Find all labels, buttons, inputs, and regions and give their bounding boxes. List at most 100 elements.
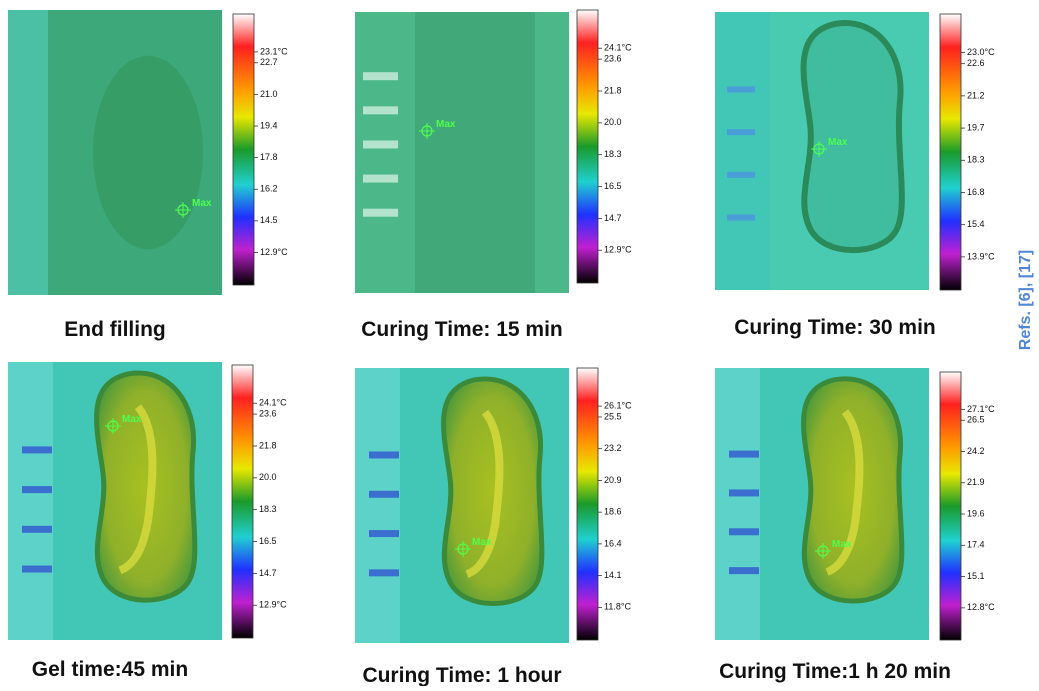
image-dash: [369, 569, 399, 576]
image-dash: [22, 526, 52, 533]
scale-label: 12.9°C: [259, 600, 287, 610]
image-dash: [22, 566, 52, 573]
max-label: Max: [122, 414, 142, 425]
scale-label: 27.1°C: [967, 404, 995, 414]
scale-label: 11.8°C: [604, 602, 631, 612]
image-dash: [729, 567, 759, 574]
image-dash: [369, 530, 399, 537]
scale-label: 18.3: [604, 149, 622, 159]
image-dash: [22, 486, 52, 493]
image-dash: [363, 175, 398, 183]
scale-label: 16.5: [259, 536, 277, 546]
image-region: [8, 10, 48, 295]
image-dash: [727, 129, 755, 135]
thermal-image: Max: [715, 12, 929, 290]
panel-caption: End filling: [64, 318, 165, 341]
scale-label: 16.2: [260, 184, 278, 194]
scale-label: 20.0: [604, 117, 622, 127]
thermal-image: Max: [8, 362, 222, 640]
scale-label: 19.7: [967, 122, 985, 132]
thermal-panel: Max 27.1°C26.5 24.2 21.9 19.6 17.4 15.1 12.8°C C…: [715, 368, 995, 683]
scale-label: 12.9°C: [260, 247, 288, 257]
panel-caption: Curing Time: 1 hour: [362, 664, 561, 686]
image-kidney: [97, 373, 195, 600]
image-dash: [727, 86, 755, 92]
image-outline: [804, 23, 902, 250]
color-bar: [232, 365, 253, 638]
scale-label: 15.1: [967, 571, 985, 581]
scale-label: 26.5: [967, 415, 985, 425]
thermal-image: Max: [715, 368, 929, 640]
scale-label: 24.1°C: [604, 43, 632, 53]
image-dash: [22, 446, 52, 453]
scale-label: 21.2: [967, 90, 985, 100]
scale-label: 23.6: [259, 409, 277, 419]
image-kidney: [444, 379, 542, 604]
scale-label: 22.7: [260, 57, 278, 67]
image-dash: [369, 491, 399, 498]
color-bar: [577, 10, 598, 283]
image-dash: [363, 72, 398, 80]
scale-label: 24.2: [967, 446, 985, 456]
color-bar: [940, 14, 961, 290]
scale-label: 15.4: [967, 219, 985, 229]
color-bar: [233, 14, 254, 285]
side-note: Refs. [6], [17]: [1017, 250, 1034, 350]
image-dash: [363, 106, 398, 114]
scale-label: 18.3: [967, 155, 985, 165]
image-dash: [363, 209, 398, 217]
figure: Refs. [6], [17] Max 23.1°C22.7 21.0 19.4 17.…: [0, 0, 1039, 686]
scale-label: 26.1°C: [604, 400, 632, 410]
image-region: [93, 56, 203, 249]
scale-label: 17.4: [967, 540, 985, 550]
scale-label: 25.5: [604, 411, 622, 421]
scale-label: 21.9: [967, 477, 985, 487]
thermal-panel: Max23.0°C22.621.219.718.316.815.413.9°CC…: [715, 12, 995, 339]
thermal-panel: Max 26.1°C25.5 23.2 20.9 18.6 16.4 14.1 11.8°C C…: [355, 368, 632, 686]
max-label: Max: [828, 137, 848, 148]
scale-label: 23.1°C: [260, 46, 288, 56]
scale-label: 23.6: [604, 54, 622, 64]
scale-label: 16.4: [604, 538, 622, 548]
panel-caption: Curing Time:1 h 20 min: [719, 660, 951, 683]
color-bar: [940, 372, 961, 640]
scale-label: 21.8: [604, 85, 622, 95]
thermal-image: Max: [355, 368, 569, 643]
scale-label: 19.6: [967, 508, 985, 518]
scale-label: 16.8: [967, 187, 985, 197]
scale-label: 20.0: [259, 472, 277, 482]
image-kidney: [804, 379, 902, 601]
image-dash: [729, 451, 759, 458]
scale-label: 12.8°C: [967, 602, 995, 612]
scale-label: 14.7: [604, 213, 622, 223]
scale-label: 24.1°C: [259, 398, 287, 408]
scale-label: 14.7: [259, 568, 277, 578]
scale-label: 20.9: [604, 475, 622, 485]
scale-label: 18.3: [259, 504, 277, 514]
panel-caption: Curing Time: 15 min: [361, 318, 562, 341]
max-label: Max: [472, 537, 492, 548]
thermal-image: Max: [8, 10, 222, 295]
scale-label: 18.6: [604, 507, 622, 517]
image-region: [715, 368, 760, 640]
scale-label: 14.5: [260, 215, 278, 225]
panel-caption: Gel time:45 min: [32, 658, 188, 681]
panel-caption: Curing Time: 30 min: [734, 316, 935, 339]
scale-label: 22.6: [967, 58, 985, 68]
scale-label: 23.2: [604, 443, 622, 453]
thermal-panel: Max 23.1°C22.7 21.0 19.4 17.8 16.2 14.5 12.9°C E…: [8, 10, 288, 341]
scale-label: 19.4: [260, 120, 278, 130]
scale-label: 21.0: [260, 89, 278, 99]
thermal-panel: Max24.1°C23.621.820.018.316.514.712.9°CG…: [8, 362, 287, 681]
image-region: [8, 362, 53, 640]
color-bar: [577, 368, 598, 640]
image-dash: [727, 215, 755, 221]
thermal-image: Max: [355, 12, 569, 293]
max-label: Max: [436, 119, 456, 130]
scale-label: 16.5: [604, 181, 622, 191]
scale-label: 17.8: [260, 152, 278, 162]
max-label: Max: [832, 539, 852, 550]
scale-label: 23.0°C: [967, 47, 995, 57]
image-dash: [729, 528, 759, 535]
scale-label: 14.1: [604, 570, 622, 580]
